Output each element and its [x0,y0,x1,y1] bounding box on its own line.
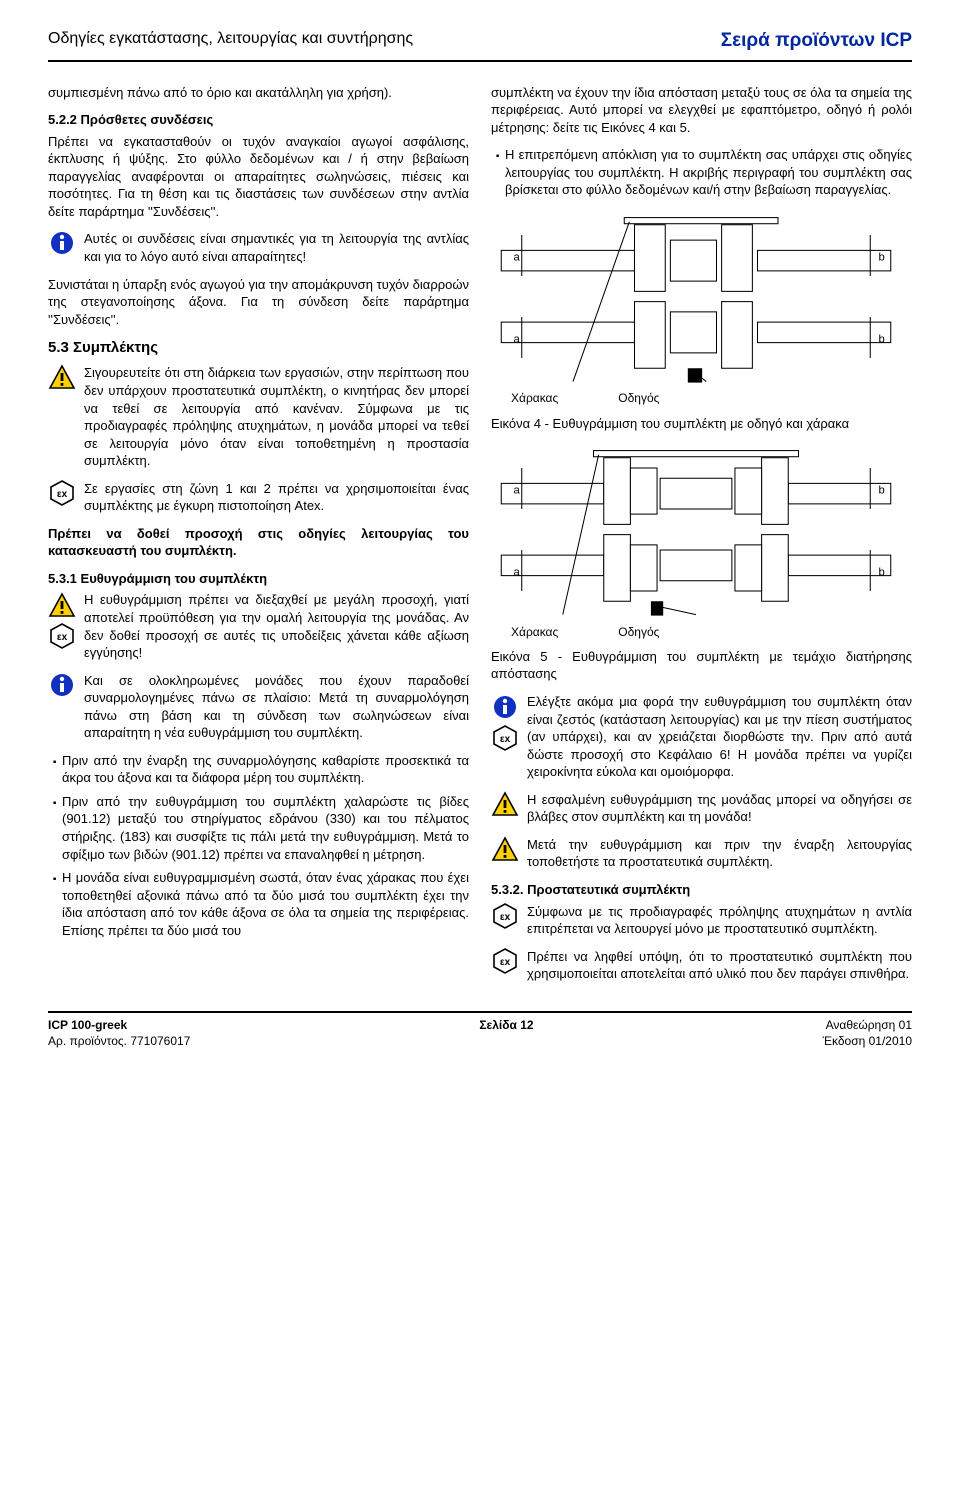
header-right: Σειρά προϊόντων ICP [721,28,912,54]
header-left: Οδηγίες εγκατάστασης, λειτουργίας και συ… [48,28,413,54]
coupling-diagram-icon [491,209,901,384]
ex-icon [491,903,519,929]
ex-icon [491,724,519,752]
note-text: Ελέγξτε ακόμα μια φορά την ευθυγράμμιση … [527,693,912,781]
ex-text: Σύμφωνα με τις προδιαγραφές πρόληψης ατυ… [527,903,912,938]
warn-misalignment: Η εσφαλμένη ευθυγράμμιση της μονάδας μπο… [491,791,912,826]
footer-edition: Έκδοση 01/2010 [823,1033,912,1049]
ex-text: Πρέπει να ληφθεί υπόψη, ότι το προστατευ… [527,948,912,983]
list-item: Πριν από την ευθυγράμμιση του συμπλέκτη … [62,793,469,863]
footer-revision: Αναθεώρηση 01 [823,1017,912,1033]
heading-53: 5.3 Συμπλέκτης [48,338,469,358]
ex-icon [491,948,519,974]
warn-text: Μετά την ευθυγράμμιση και πριν την έναρξ… [527,836,912,871]
info-icon [491,693,519,721]
coupling-spacer-diagram-icon [491,442,901,617]
fig5-label-guide: Οδηγός [618,624,659,640]
figure-4-caption: Εικόνα 4 - Ευθυγράμμιση του συμπλέκτη με… [491,415,912,433]
page-footer: ICP 100-greek Αρ. προϊόντος. 771076017 Σ… [48,1011,912,1049]
note-text: Και σε ολοκληρωμένες μονάδες που έχουν π… [84,672,469,742]
left-column: συμπιεσμένη πάνω από το όριο και ακατάλλ… [48,84,469,993]
figure-4: Χάρακας Οδηγός [491,209,912,407]
para-522a: Πρέπει να εγκατασταθούν οι τυχόν αναγκαί… [48,133,469,221]
para-cont: συμπλέκτη να έχουν την ίδια απόσταση μετ… [491,84,912,137]
right-column: συμπλέκτη να έχουν την ίδια απόσταση μετ… [491,84,912,993]
heading-522: 5.2.2 Πρόσθετες συνδέσεις [48,111,469,129]
heading-531: 5.3.1 Ευθυγράμμιση του συμπλέκτη [48,570,469,588]
fig5-label-ruler: Χάρακας [511,624,558,640]
warning-icon [48,364,76,390]
list-item: Η επιτρεπόμενη απόκλιση για το συμπλέκτη… [505,146,912,199]
footer-page: Σελίδα 12 [479,1017,533,1049]
ex-atex: Σε εργασίες στη ζώνη 1 και 2 πρέπει να χ… [48,480,469,515]
warn-text: Η εσφαλμένη ευθυγράμμιση της μονάδας μπο… [527,791,912,826]
fig4-label-ruler: Χάρακας [511,390,558,406]
note-text: Αυτές οι συνδέσεις είναι σημαντικές για … [84,230,469,265]
list-item: Η μονάδα είναι ευθυγραμμισμένη σωστά, ότ… [62,869,469,939]
para-522b: Συνιστάται η ύπαρξη ενός αγωγού για την … [48,276,469,329]
warn-guards: Μετά την ευθυγράμμιση και πριν την έναρξ… [491,836,912,871]
warn-alignment: Η ευθυγράμμιση πρέπει να διεξαχθεί με με… [48,591,469,661]
info-icon [48,672,76,698]
warning-icon [491,836,519,862]
content-columns: συμπιεσμένη πάνω από το όριο και ακατάλλ… [48,84,912,993]
figure-5: Χάρακας Οδηγός [491,442,912,640]
footer-right: Αναθεώρηση 01 Έκδοση 01/2010 [823,1017,912,1049]
warn-coupling-work: Σιγουρευτείτε ότι στη διάρκεια των εργασ… [48,364,469,469]
note-recheck: Ελέγξτε ακόμα μια φορά την ευθυγράμμιση … [491,693,912,781]
warning-icon [491,791,519,817]
fig4-label-guide: Οδηγός [618,390,659,406]
footer-model: ICP 100-greek [48,1017,190,1033]
page-header: Οδηγίες εγκατάστασης, λειτουργίας και συ… [48,28,912,62]
warning-icon [48,591,76,619]
warn-text: Σιγουρευτείτε ότι στη διάρκεια των εργασ… [84,364,469,469]
para-intro: συμπιεσμένη πάνω από το όριο και ακατάλλ… [48,84,469,102]
ex-text: Σε εργασίες στη ζώνη 1 και 2 πρέπει να χ… [84,480,469,515]
footer-left: ICP 100-greek Αρ. προϊόντος. 771076017 [48,1017,190,1049]
info-icon [48,230,76,256]
ex-icon [48,480,76,506]
ex-guard-required: Σύμφωνα με τις προδιαγραφές πρόληψης ατυ… [491,903,912,938]
ex-icon [48,622,76,650]
deviation-list: Η επιτρεπόμενη απόκλιση για το συμπλέκτη… [491,146,912,199]
para-bold-instructions: Πρέπει να δοθεί προσοχή στις οδηγίες λει… [48,525,469,560]
note-connections: Αυτές οι συνδέσεις είναι σημαντικές για … [48,230,469,265]
figure-5-caption: Εικόνα 5 - Ευθυγράμμιση του συμπλέκτη με… [491,648,912,683]
note-preassembled: Και σε ολοκληρωμένες μονάδες που έχουν π… [48,672,469,742]
heading-532: 5.3.2. Προστατευτικά συμπλέκτη [491,881,912,899]
list-item: Πριν από την έναρξη της συναρμολόγησης κ… [62,752,469,787]
warn-text: Η ευθυγράμμιση πρέπει να διεξαχθεί με με… [84,591,469,661]
footer-product-no: Αρ. προϊόντος. 771076017 [48,1033,190,1049]
alignment-steps: Πριν από την έναρξη της συναρμολόγησης κ… [48,752,469,939]
ex-non-sparking: Πρέπει να ληφθεί υπόψη, ότι το προστατευ… [491,948,912,983]
